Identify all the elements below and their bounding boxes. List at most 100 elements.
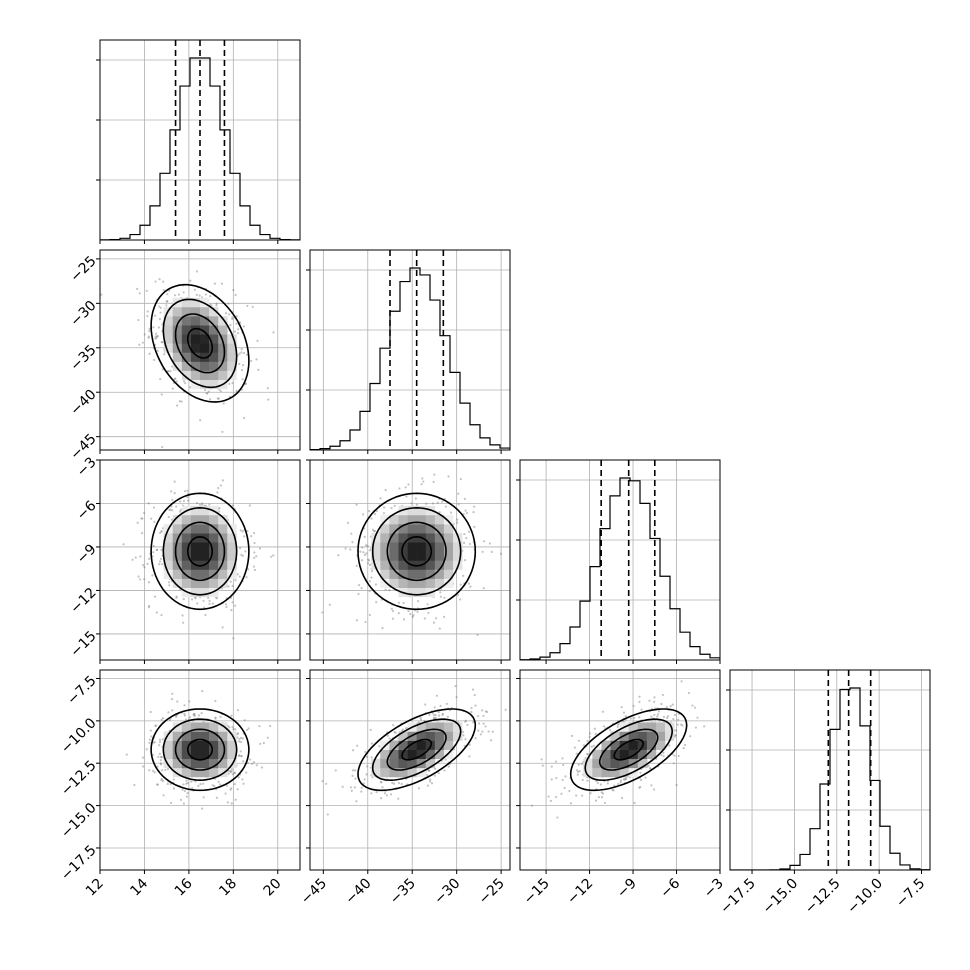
scatter-point-3-2-80 xyxy=(689,735,692,738)
density-cell-1-0-53 xyxy=(218,361,228,371)
scatter-point-3-0-154 xyxy=(233,783,236,786)
scatter-point-3-1-165 xyxy=(464,719,468,722)
scatter-point-3-1-220 xyxy=(468,755,471,758)
scatter-point-3-2-211 xyxy=(650,715,653,718)
density-cell-2-0-10 xyxy=(172,542,183,552)
density-cell-1-0-37 xyxy=(200,334,210,344)
scatter-point-3-0-540 xyxy=(188,716,192,719)
scatter-point-3-0-249 xyxy=(149,710,152,714)
scatter-point-3-2-418 xyxy=(668,744,671,747)
scatter-point-2-1-189 xyxy=(447,475,450,478)
scatter-point-2-0-143 xyxy=(140,517,143,520)
density-cell-2-1-72 xyxy=(443,542,454,552)
density-cell-3-1-27 xyxy=(425,758,436,769)
scatter-point-3-0-506 xyxy=(224,792,227,795)
scatter-point-3-0-333 xyxy=(238,737,241,741)
scatter-point-3-0-338 xyxy=(201,807,204,810)
scatter-point-2-1-544 xyxy=(372,530,376,533)
scatter-point-3-2-237 xyxy=(638,695,641,698)
scatter-point-1-0-452 xyxy=(173,378,176,381)
scatter-point-3-2-124 xyxy=(582,744,586,747)
scatter-point-2-0-403 xyxy=(156,548,159,551)
scatter-point-3-1-372 xyxy=(468,743,471,746)
density-cell-3-2-9 xyxy=(610,767,620,778)
density-cell-2-0-7 xyxy=(172,569,183,579)
density-cell-2-1-66 xyxy=(434,524,445,534)
scatter-point-2-0-252 xyxy=(253,551,256,554)
scatter-point-3-0-425 xyxy=(182,802,186,805)
density-cell-2-0-25 xyxy=(190,578,201,588)
scatter-point-3-2-184 xyxy=(648,699,651,702)
scatter-point-3-2-266 xyxy=(633,716,636,720)
density-cell-2-1-4 xyxy=(380,578,390,588)
density-cell-3-0-42 xyxy=(227,740,237,750)
density-cell-3-0-33 xyxy=(209,722,219,732)
scatter-point-2-0-196 xyxy=(245,576,248,579)
scatter-point-3-1-492 xyxy=(470,706,473,710)
scatter-point-3-0-120 xyxy=(234,728,237,731)
density-cell-3-0-24 xyxy=(200,749,210,760)
scatter-point-3-0-353 xyxy=(185,782,188,785)
scatter-point-2-0-51 xyxy=(143,578,146,581)
scatter-point-1-0-82 xyxy=(216,397,219,400)
density-cell-3-1-13 xyxy=(398,740,408,750)
scatter-point-3-2-472 xyxy=(530,804,533,807)
density-cell-3-0-16 xyxy=(190,767,201,778)
scatter-point-2-1-339 xyxy=(375,601,378,604)
scatter-point-3-0-246 xyxy=(169,801,173,804)
density-cell-1-0-56 xyxy=(218,334,228,344)
scatter-point-2-1-420 xyxy=(357,592,360,596)
density-cell-2-0-2 xyxy=(163,551,174,561)
scatter-point-2-0-429 xyxy=(122,543,125,546)
density-3-1 xyxy=(371,722,463,778)
scatter-point-2-1-30 xyxy=(388,589,391,592)
scatter-point-3-1-332 xyxy=(437,714,441,717)
scatter-point-1-0-382 xyxy=(221,430,224,433)
scatter-point-3-1-328 xyxy=(433,767,437,770)
scatter-point-3-2-292 xyxy=(638,786,641,789)
scatter-point-1-0-176 xyxy=(210,304,213,307)
scatter-point-3-2-128 xyxy=(592,744,595,747)
x-tick-label-0-4: 20 xyxy=(261,876,285,900)
scatter-point-3-2-327 xyxy=(578,770,581,773)
scatter-point-3-0-0 xyxy=(240,736,243,739)
scatter-point-3-1-381 xyxy=(479,733,482,736)
scatter-point-1-0-430 xyxy=(204,293,207,296)
scatter-point-3-1-90 xyxy=(365,755,369,759)
scatter-point-3-2-468 xyxy=(550,778,553,781)
panel-1-0 xyxy=(96,249,301,454)
scatter-point-1-0-449 xyxy=(141,341,144,344)
scatter-point-2-0-295 xyxy=(221,626,224,629)
contour-3-2-1 xyxy=(598,728,659,771)
scatter-point-2-1-86 xyxy=(426,603,429,606)
density-cell-1-0-15 xyxy=(181,352,192,362)
scatter-point-3-1-64 xyxy=(385,776,388,780)
scatter-point-2-1-131 xyxy=(407,609,410,613)
scatter-point-3-2-267 xyxy=(560,792,563,795)
density-cell-3-0-6 xyxy=(172,749,183,760)
scatter-point-3-1-511 xyxy=(351,774,354,777)
scatter-point-2-1-547 xyxy=(367,510,371,513)
y-tick-label-3-3: −10.0 xyxy=(58,715,100,757)
scatter-point-3-1-539 xyxy=(471,688,475,691)
scatter-point-2-0-414 xyxy=(255,555,258,558)
scatter-point-3-1-438 xyxy=(426,774,429,777)
scatter-point-3-1-200 xyxy=(351,749,355,752)
density-cell-3-1-17 xyxy=(407,749,417,760)
scatter-point-3-0-416 xyxy=(192,713,195,716)
density-cell-3-0-41 xyxy=(227,749,237,760)
scatter-point-2-0-286 xyxy=(211,602,214,605)
scatter-point-2-0-41 xyxy=(218,507,221,510)
scatter-point-3-0-364 xyxy=(231,773,234,776)
density-cell-3-0-17 xyxy=(190,758,201,769)
scatter-point-3-2-5 xyxy=(580,762,583,766)
density-cell-3-0-25 xyxy=(200,740,210,750)
scatter-point-2-0-97 xyxy=(147,502,150,505)
scatter-point-2-1-296 xyxy=(417,600,420,603)
scatter-point-2-0-264 xyxy=(241,530,244,533)
scatter-point-3-2-387 xyxy=(650,719,653,723)
scatter-point-3-2-410 xyxy=(599,783,602,786)
density-cell-3-1-36 xyxy=(443,749,454,760)
scatter-point-3-0-307 xyxy=(160,778,163,782)
scatter-point-2-0-415 xyxy=(186,499,190,502)
